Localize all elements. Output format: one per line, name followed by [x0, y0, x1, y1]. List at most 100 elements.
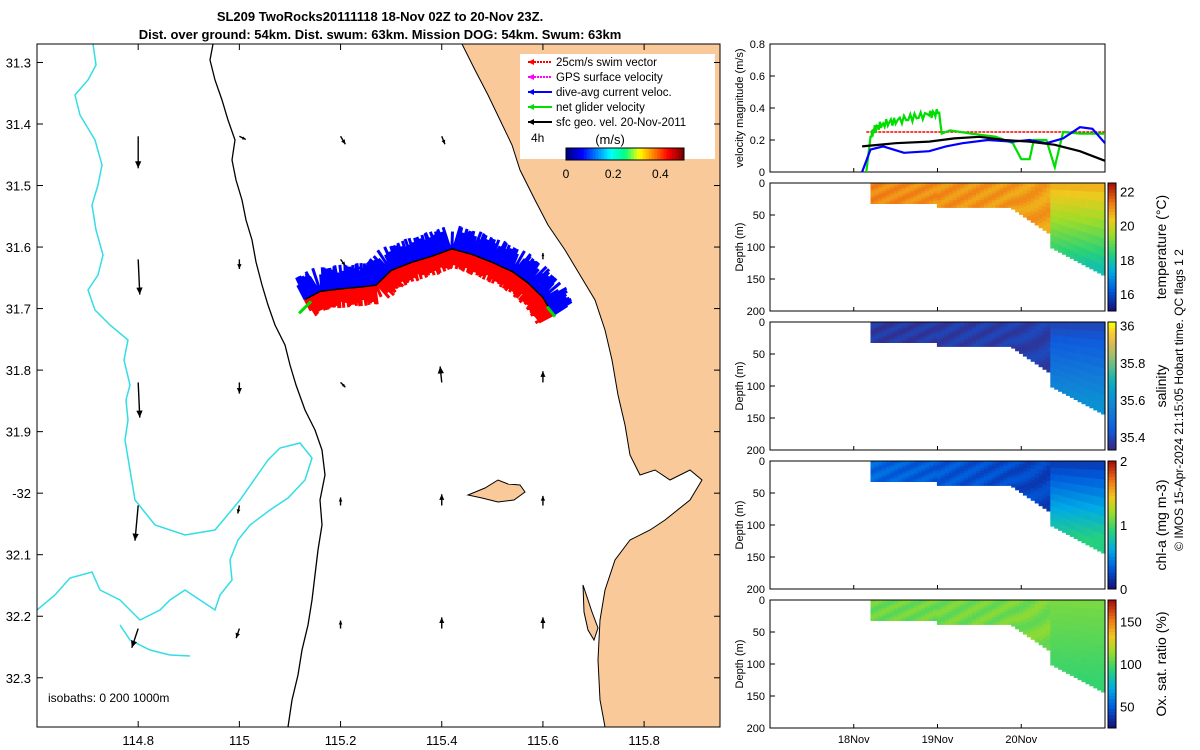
- section-cell: [944, 619, 950, 623]
- map-ytick-label: 31.3: [6, 55, 31, 70]
- section-cell: [1015, 622, 1020, 627]
- section-cell: [1073, 461, 1079, 470]
- geo-vector-head: [338, 620, 343, 625]
- section-cell: [1015, 475, 1020, 479]
- section-cell: [1097, 375, 1102, 386]
- section-cell: [944, 609, 950, 613]
- section-cell: [913, 608, 918, 611]
- section-ylabel: Depth (m): [734, 223, 746, 272]
- section-cell: [1046, 634, 1051, 641]
- section-colorbar-segment: [1108, 689, 1116, 694]
- section-cell: [1038, 608, 1044, 614]
- section-cell: [983, 602, 989, 606]
- section-cell: [1034, 191, 1040, 197]
- section-cell: [890, 193, 895, 196]
- section-colorbar-segment: [1108, 667, 1116, 671]
- section-cell: [878, 479, 883, 482]
- section-cell: [972, 336, 977, 340]
- map-colorbar-segment: [583, 148, 588, 160]
- section-colorbar-tick: 150: [1120, 614, 1142, 629]
- section-cell: [870, 185, 875, 188]
- section-cell: [940, 326, 946, 330]
- section-cell: [1101, 636, 1106, 647]
- section-cell: [874, 602, 879, 605]
- section-cell: [1015, 617, 1020, 621]
- section-cell: [1085, 183, 1090, 192]
- section-cell: [933, 332, 938, 335]
- section-cell: [952, 197, 958, 201]
- section-cell: [890, 324, 895, 327]
- section-cell: [1003, 195, 1008, 199]
- section-cell: [929, 610, 934, 613]
- section-cell: [987, 195, 993, 199]
- section-cell: [1042, 604, 1047, 610]
- section-cell: [995, 482, 1001, 486]
- section-cell: [956, 465, 961, 469]
- section-cell: [1065, 614, 1071, 623]
- section-colorbar-segment: [1108, 247, 1116, 251]
- section-cell: [976, 612, 981, 616]
- section-cell: [1073, 360, 1079, 369]
- section-cell: [1062, 197, 1067, 205]
- section-cell: [921, 465, 926, 468]
- section-cell: [1054, 335, 1059, 343]
- section-cell: [1054, 521, 1059, 529]
- section-cell: [1050, 487, 1055, 495]
- section-cell: [964, 621, 969, 625]
- geo-vector-head: [132, 533, 139, 541]
- section-cell: [1046, 629, 1051, 636]
- section-cell: [1011, 183, 1016, 187]
- section-cell: [933, 191, 938, 194]
- section-colorbar-segment: [1108, 550, 1116, 555]
- section-cell: [1069, 660, 1075, 669]
- section-cell: [1019, 612, 1024, 617]
- section-colorbar-segment: [1108, 502, 1116, 507]
- section-cell: [979, 609, 985, 613]
- section-cell: [979, 341, 985, 345]
- section-cell: [929, 326, 934, 329]
- section-cell: [1097, 662, 1102, 673]
- section-cell: [886, 479, 891, 482]
- section-cell: [979, 478, 985, 481]
- section-colorbar-segment: [1108, 211, 1116, 216]
- section-cell: [890, 187, 895, 190]
- section-cell: [952, 185, 958, 189]
- section-cell: [870, 614, 875, 617]
- section-cell: [1038, 183, 1044, 189]
- section-cell: [921, 183, 926, 186]
- section-cell: [952, 324, 958, 328]
- section-cell: [944, 607, 950, 611]
- section-cell: [1011, 340, 1016, 344]
- section-cell: [925, 201, 930, 204]
- section-cell: [921, 187, 926, 190]
- section-colorbar-segment: [1108, 357, 1116, 361]
- section-cell: [913, 467, 918, 470]
- section-cell: [1038, 492, 1044, 498]
- section-cell: [1101, 682, 1106, 693]
- section-cell: [999, 619, 1004, 623]
- section-cell: [1065, 249, 1071, 257]
- section-cell: [1089, 373, 1094, 383]
- section-cell: [901, 465, 907, 468]
- section-cell: [1050, 335, 1055, 343]
- section-cell: [905, 612, 911, 615]
- section-cell: [1026, 212, 1032, 217]
- section-cell: [979, 617, 985, 620]
- section-cell: [964, 614, 969, 618]
- section-cell: [1011, 461, 1016, 465]
- section-cell: [987, 604, 993, 608]
- section-cell: [979, 334, 985, 338]
- section-cell: [1058, 634, 1063, 643]
- section-cell: [1069, 367, 1075, 376]
- section-cell: [1062, 232, 1067, 241]
- section-cell: [925, 467, 930, 470]
- section-cell: [897, 614, 903, 617]
- section-cell: [1062, 510, 1067, 519]
- section-cell: [1046, 620, 1051, 626]
- section-cell: [1081, 346, 1086, 356]
- section-cell: [972, 187, 977, 191]
- section-cell: [929, 322, 934, 325]
- section-cell: [1073, 329, 1079, 338]
- section-cell: [983, 600, 989, 603]
- section-cell: [917, 336, 922, 339]
